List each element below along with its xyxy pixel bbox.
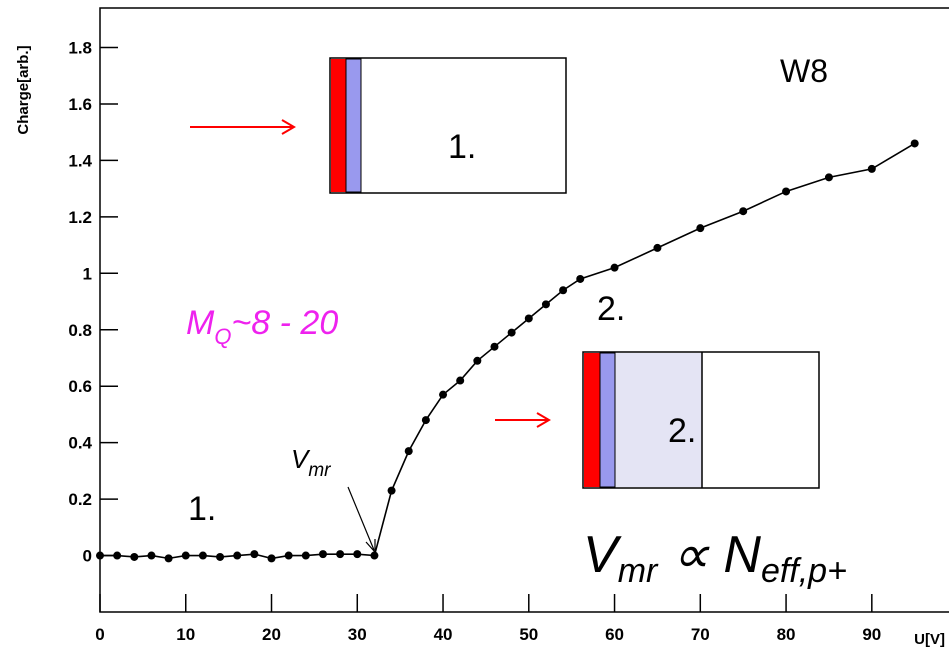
data-point <box>387 486 396 495</box>
annotation-text: ∝ N <box>657 526 761 584</box>
annotation-subscript: mr <box>618 552 659 590</box>
x-tick-label: 0 <box>95 625 104 644</box>
diagram-box <box>329 57 567 194</box>
data-point <box>910 139 919 148</box>
y-tick-label: 0.4 <box>68 434 92 453</box>
data-point <box>473 356 482 365</box>
data-point <box>524 314 533 323</box>
diagram-layer <box>345 58 362 193</box>
annotation-text: 2. <box>597 290 625 328</box>
y-tick-label: 0.8 <box>68 321 92 340</box>
data-point <box>404 447 413 456</box>
diagram-layer <box>599 352 616 488</box>
y-axis-label: Charge[arb.] <box>15 45 32 134</box>
diagram-label: 2. <box>668 412 696 450</box>
annotation-subscript: eff,p+ <box>761 552 847 590</box>
annotation: MQ~8 - 20 <box>186 304 338 349</box>
plot-frame <box>99 7 949 613</box>
annotation: 2. <box>597 290 625 328</box>
diagram-layer <box>331 59 346 192</box>
y-tick-label: 1.4 <box>68 151 92 170</box>
data-point <box>301 551 310 560</box>
data-point <box>559 286 568 295</box>
annotation-subscript: Q <box>214 324 231 349</box>
data-point <box>181 551 190 560</box>
y-tick-label: 1.8 <box>68 39 92 58</box>
diagram-layer <box>584 353 600 487</box>
data-point <box>336 550 345 559</box>
data-point <box>233 551 242 560</box>
data-point <box>284 551 293 560</box>
data-point <box>541 300 550 309</box>
data-point <box>824 173 833 182</box>
data-point <box>147 551 156 560</box>
arrow-head <box>281 119 296 135</box>
data-point <box>198 551 207 560</box>
x-tick-label: 30 <box>348 625 367 644</box>
annotation: Vmr ∝ Neff,p+ <box>583 526 847 590</box>
diagram-label: 1. <box>448 128 476 166</box>
data-point <box>456 376 465 385</box>
data-point <box>696 224 705 233</box>
x-tick-label: 50 <box>519 625 538 644</box>
diagram-1: 1. <box>190 57 567 194</box>
annotation-text: M <box>186 304 215 342</box>
data-point <box>439 390 448 399</box>
data-point <box>267 554 276 563</box>
data-point <box>164 554 173 563</box>
annotation-text: V <box>583 526 622 584</box>
annotation-text: 1. <box>188 490 216 528</box>
annotation: 1. <box>188 490 216 528</box>
x-tick-label: 80 <box>777 625 796 644</box>
y-tick-label: 0 <box>83 547 92 566</box>
data-point <box>130 552 139 561</box>
y-tick-label: 1 <box>83 264 92 283</box>
y-tick-label: 1.6 <box>68 95 92 114</box>
data-point <box>353 550 362 559</box>
x-tick-label: 40 <box>434 625 453 644</box>
data-point <box>653 243 662 252</box>
annotation: Vmr <box>291 444 331 481</box>
data-point <box>490 342 499 351</box>
data-point <box>507 328 516 337</box>
data-point <box>96 551 104 560</box>
data-point <box>739 207 748 216</box>
x-tick-label: 20 <box>262 625 281 644</box>
data-point <box>216 552 225 561</box>
annotation-text: W8 <box>780 53 828 89</box>
data-point <box>610 263 619 272</box>
x-tick-label: 10 <box>176 625 195 644</box>
data-point <box>113 551 122 560</box>
arrow-head <box>536 412 551 428</box>
data-point <box>421 416 430 425</box>
annotation-text: ~8 - 20 <box>231 304 338 342</box>
x-tick-label: 90 <box>862 625 881 644</box>
x-tick-label: 70 <box>691 625 710 644</box>
data-point <box>250 550 259 559</box>
data-point <box>782 187 791 196</box>
annotation-text: V <box>291 444 311 474</box>
data-point <box>370 551 379 560</box>
data-point <box>318 550 327 559</box>
annotation: W8 <box>780 53 828 89</box>
y-tick-label: 0.2 <box>68 490 92 509</box>
x-tick-label: 60 <box>605 625 624 644</box>
y-tick-label: 0.6 <box>68 377 92 396</box>
diagram-layer <box>615 353 702 487</box>
data-point <box>576 274 585 283</box>
data-point <box>867 164 876 173</box>
annotation-arrow <box>347 486 375 551</box>
x-axis-label: U[V] <box>914 631 945 648</box>
annotation-subscript: mr <box>308 460 331 481</box>
diagram-2: 2. <box>495 351 820 489</box>
y-tick-label: 1.2 <box>68 208 92 227</box>
